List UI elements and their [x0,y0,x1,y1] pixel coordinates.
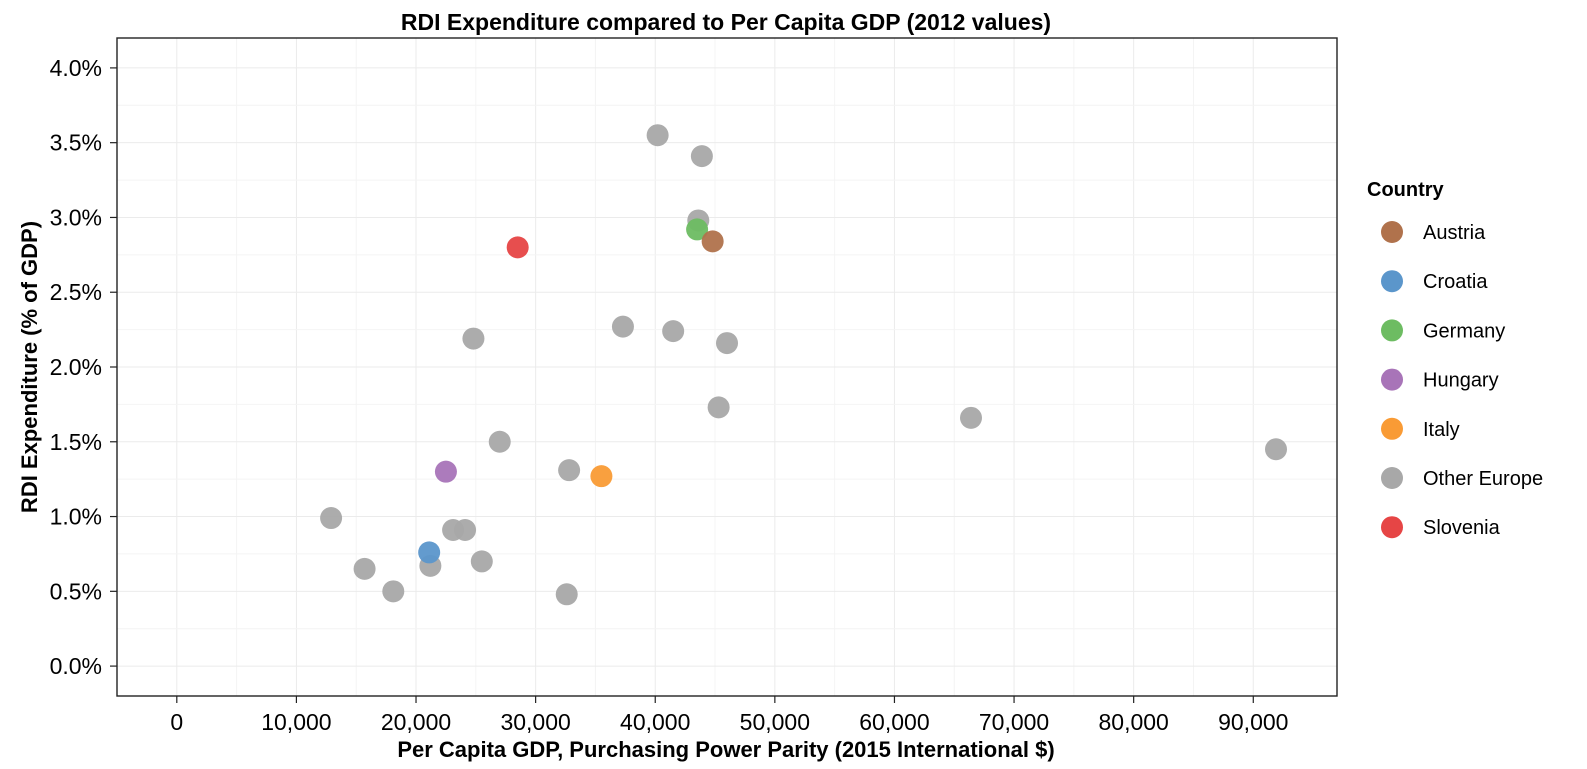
point-germany [686,218,709,241]
point-other-europe [662,320,685,343]
legend-title: Country [1367,179,1445,201]
point-croatia [418,541,441,564]
point-italy [590,465,613,488]
point-hungary [434,460,457,483]
point-other-europe [1265,438,1287,461]
x-axis-label: Per Capita GDP, Purchasing Power Parity … [397,737,1054,762]
legend-marker-germany [1381,319,1403,342]
point-other-europe [707,396,730,419]
y-tick-label: 3.0% [50,204,102,230]
x-tick-label: 40,000 [620,709,690,735]
point-austria [701,230,724,253]
legend-marker-croatia [1381,270,1403,293]
legend-label-italy: Italy [1423,419,1460,441]
grid [117,38,1337,696]
y-tick-label: 2.0% [50,354,102,380]
x-tick-label: 50,000 [740,709,810,735]
point-slovenia [506,236,529,259]
point-other-europe [353,557,376,580]
legend-label-other-europe: Other Europe [1423,468,1543,490]
legend-marker-slovenia [1381,516,1403,539]
y-tick-label: 1.0% [50,504,102,530]
legend-marker-other-europe [1381,467,1403,489]
legend-label-austria: Austria [1423,222,1486,244]
x-tick-label: 30,000 [500,709,570,735]
x-tick-label: 80,000 [1098,709,1168,735]
legend: Country Austria Croatia Germany Hungary Ital… [1367,179,1543,539]
x-tick-label: 90,000 [1218,709,1288,735]
point-other-europe [462,327,485,350]
y-tick-label: 4.0% [50,55,102,81]
y-tick-label: 2.5% [50,279,102,305]
x-axis: 0 10,000 20,000 30,000 40,000 50,000 60,000 70,… [170,696,1288,735]
y-axis-label: RDI Expenditure (% of GDP) [17,221,42,513]
point-other-europe [558,459,581,482]
point-other-europe [454,519,477,542]
y-axis: 0.0% 0.5% 1.0% 1.5% 2.0% 2.5% 3.0% 3.5% 4.0% [50,55,117,679]
legend-marker-hungary [1381,368,1403,391]
x-tick-label: 70,000 [979,709,1049,735]
point-other-europe [611,315,634,338]
y-tick-label: 1.5% [50,429,102,455]
point-other-europe [960,406,982,429]
point-other-europe [716,332,738,355]
x-tick-label: 0 [170,709,183,735]
point-other-europe [690,145,713,168]
x-tick-label: 20,000 [381,709,451,735]
chart-title: RDI Expenditure compared to Per Capita G… [401,9,1051,35]
legend-label-hungary: Hungary [1423,370,1499,392]
point-other-europe [488,430,511,453]
x-tick-label: 10,000 [261,709,331,735]
point-other-europe [646,124,669,147]
legend-label-slovenia: Slovenia [1423,517,1501,539]
point-other-europe [555,583,578,606]
y-tick-label: 0.5% [50,578,102,604]
y-tick-label: 0.0% [50,653,102,679]
point-other-europe [470,550,493,573]
point-other-europe [320,507,343,530]
y-tick-label: 3.5% [50,130,102,156]
legend-label-germany: Germany [1423,320,1505,342]
legend-marker-italy [1381,417,1403,440]
x-tick-label: 60,000 [859,709,929,735]
data-points [320,124,1287,606]
point-other-europe [382,580,405,603]
legend-marker-austria [1381,221,1403,243]
legend-label-croatia: Croatia [1423,271,1488,293]
